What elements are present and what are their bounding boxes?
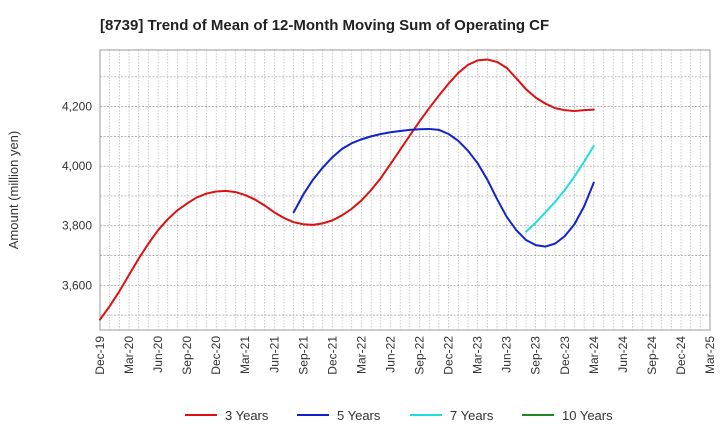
series-line-7-years <box>525 144 595 233</box>
grid <box>100 50 710 330</box>
x-tick-label: Sep-20 <box>180 336 194 375</box>
x-tick-label: Mar-21 <box>238 336 252 374</box>
y-tick-label: 4,000 <box>62 159 92 173</box>
x-tick-label: Dec-22 <box>442 336 456 375</box>
legend-label-5-years: 5 Years <box>337 408 381 423</box>
series-lines <box>99 58 595 321</box>
x-tick-label: Mar-25 <box>703 336 717 374</box>
x-tick-label: Jun-24 <box>616 336 630 373</box>
x-tick-label: Jun-23 <box>500 336 514 373</box>
y-tick-label: 3,800 <box>62 219 92 233</box>
y-axis-ticks: 3,600 3,800 4,000 4,200 <box>62 100 92 293</box>
x-tick-label: Mar-23 <box>471 336 485 374</box>
x-tick-label: Dec-24 <box>674 336 688 375</box>
x-tick-label: Mar-24 <box>587 336 601 374</box>
x-tick-label: Dec-23 <box>558 336 572 375</box>
y-tick-label: 3,600 <box>62 278 92 292</box>
x-tick-label: Dec-20 <box>209 336 223 375</box>
y-axis-label: Amount (million yen) <box>6 131 21 250</box>
plot-frame <box>99 49 711 331</box>
x-tick-label: Sep-22 <box>413 336 427 375</box>
chart-title: [8739] Trend of Mean of 12-Month Moving … <box>100 17 549 34</box>
x-tick-label: Jun-22 <box>383 336 397 373</box>
x-tick-label: Dec-21 <box>325 336 339 375</box>
x-tick-label: Mar-22 <box>354 336 368 374</box>
y-tick-label: 4,200 <box>62 100 92 114</box>
series-line-3-years <box>99 58 595 321</box>
x-tick-label: Sep-23 <box>529 336 543 375</box>
x-tick-label: Dec-19 <box>93 336 107 375</box>
x-tick-label: Sep-24 <box>645 336 659 375</box>
x-axis-ticks: Dec-19 Mar-20 Jun-20 Sep-20 Dec-20 Mar-21 Jun-… <box>93 336 717 375</box>
legend: 3 Years 5 Years 7 Years 10 Years <box>185 408 613 423</box>
x-tick-label: Jun-21 <box>267 336 281 373</box>
series-line-5-years <box>292 127 595 248</box>
x-tick-label: Mar-20 <box>122 336 136 374</box>
legend-label-7-years: 7 Years <box>450 408 494 423</box>
legend-label-10-years: 10 Years <box>562 408 613 423</box>
legend-label-3-years: 3 Years <box>225 408 269 423</box>
x-tick-label: Jun-20 <box>151 336 165 373</box>
x-tick-label: Sep-21 <box>296 336 310 375</box>
